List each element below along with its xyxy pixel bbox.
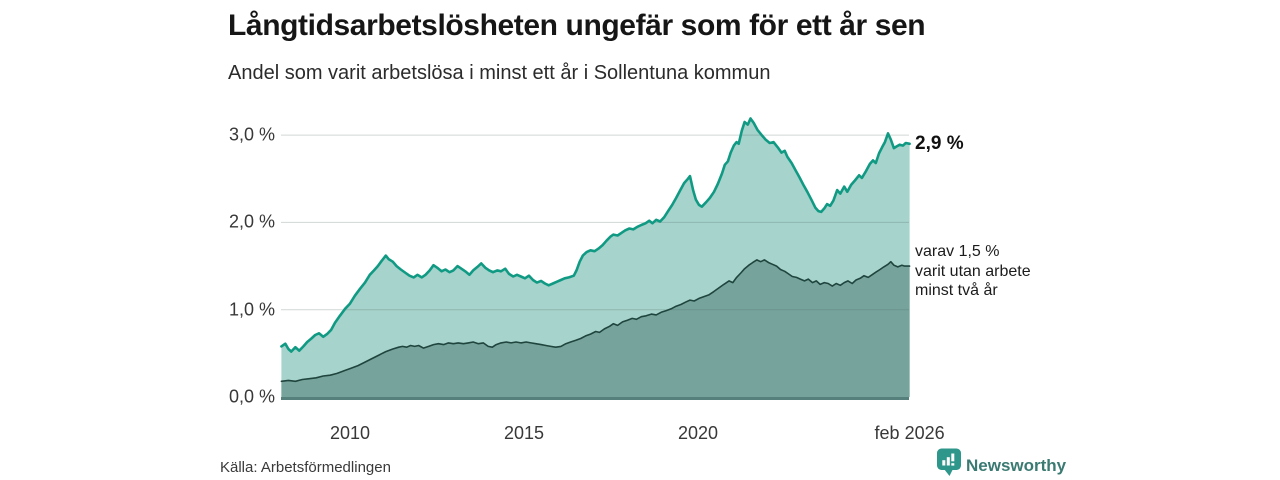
subset-annotation-line: minst två år	[915, 282, 998, 299]
x-tick-label: feb 2026	[874, 423, 945, 443]
subset-annotation-line: varav 1,5 %	[915, 243, 1000, 260]
brand-wordmark: Newsworthy	[966, 456, 1067, 475]
y-tick-label: 0,0 %	[228, 386, 275, 407]
source-credit: Källa: Arbetsförmedlingen	[220, 459, 391, 476]
speech-bubble-bar-chart-icon	[937, 448, 961, 476]
x-tick-label: 2010	[329, 423, 371, 443]
total-value-annotation: 2,9 %	[915, 133, 964, 154]
series-line	[280, 259, 911, 383]
page-title: Långtidsarbetslösheten ungefär som för e…	[228, 9, 926, 42]
chart-subtitle: Andel som varit arbetslösa i minst ett å…	[228, 62, 771, 84]
y-tick-label: 2,0 %	[228, 211, 275, 232]
x-tick-label: 2015	[503, 423, 545, 443]
area-fill-series-1	[281, 259, 910, 397]
y-tick-label: 3,0 %	[228, 124, 275, 145]
x-tick-label: 2020	[677, 423, 719, 443]
subset-annotation-line: varit utan arbete	[915, 262, 1031, 280]
subset-value-annotation: varav 1,5 % varit utan arbete minst två …	[915, 242, 1031, 301]
series-line	[280, 117, 911, 353]
y-tick-label: 1,0 %	[228, 299, 275, 320]
